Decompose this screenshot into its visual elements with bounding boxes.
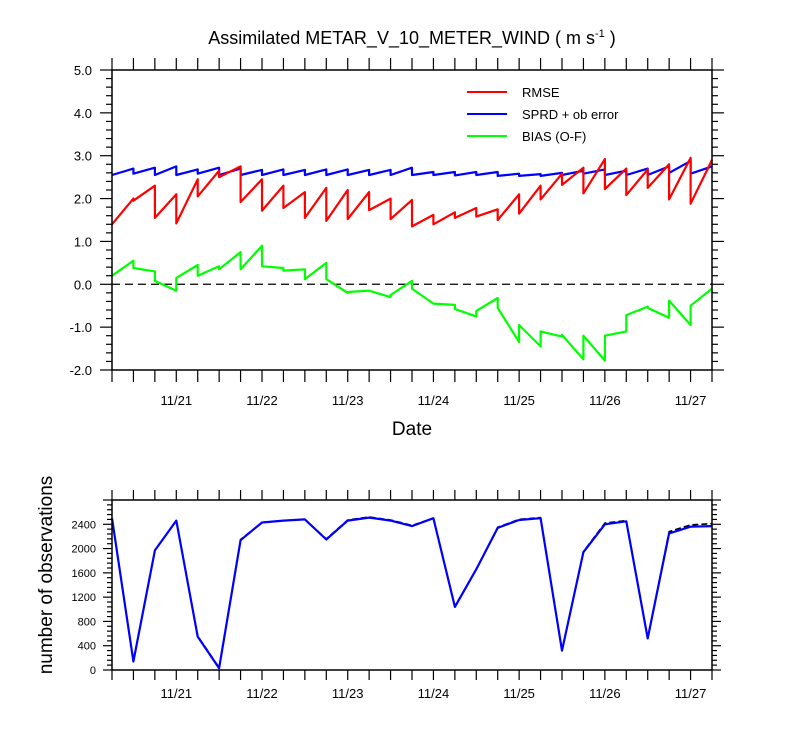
y-tick-label: 0 <box>90 665 96 677</box>
y-tick-label: -2.0 <box>70 363 92 378</box>
bottom-plot-frame <box>111 499 713 671</box>
bottom-chart: 11/21 11/22 11/23 11/24 11/25 11/26 11/27 0 400 8… <box>36 476 721 701</box>
y-tick-label: 800 <box>78 616 96 628</box>
y-tick-label: 2000 <box>72 544 96 556</box>
x-tick-label: 11/26 <box>589 393 621 408</box>
chart-title: Assimilated METAR_V_10_METER_WIND ( m s-… <box>208 28 616 49</box>
y-tick-label: -1.0 <box>70 320 92 335</box>
y-tick-label: 2.0 <box>74 192 92 207</box>
y-tick-label: 1200 <box>72 592 96 604</box>
x-tick-label: 11/21 <box>160 393 192 408</box>
y-tick-label: 400 <box>78 641 96 653</box>
x-tick-label: 11/25 <box>503 393 535 408</box>
legend-label: RMSE <box>522 85 560 100</box>
series-line-bias-o-f <box>111 244 713 362</box>
x-tick-label: 11/23 <box>332 393 364 408</box>
y-tick-label: 0.0 <box>74 277 92 292</box>
x-tick-label: 11/22 <box>246 393 278 408</box>
legend-label: SPRD + ob error <box>522 107 619 122</box>
legend-label: BIAS (O-F) <box>522 129 586 144</box>
y-tick-label: 5.0 <box>74 63 92 78</box>
series-line-rmse <box>111 156 713 228</box>
x-tick-label: 11/22 <box>246 686 278 701</box>
y-tick-label: 1.0 <box>74 234 92 249</box>
x-tick-label: 11/24 <box>418 686 450 701</box>
x-tick-label: 11/27 <box>675 393 707 408</box>
x-tick-label: 11/23 <box>332 686 364 701</box>
y-tick-label: 3.0 <box>74 149 92 164</box>
series-line-observations-assimilated <box>110 516 713 670</box>
series-line-observations-possible <box>111 516 713 669</box>
top-plot-frame <box>111 69 713 371</box>
y-tick-label: 4.0 <box>74 106 92 121</box>
y-tick-label: 2400 <box>72 519 96 531</box>
x-tick-label: 11/26 <box>589 686 621 701</box>
x-tick-label: 11/24 <box>418 393 450 408</box>
x-axis-label: Date <box>392 419 432 440</box>
y-tick-label: 1600 <box>72 568 96 580</box>
x-tick-label: 11/25 <box>503 686 535 701</box>
x-tick-label: 11/27 <box>675 686 707 701</box>
x-tick-label: 11/21 <box>160 686 192 701</box>
y-axis-label: number of observations <box>36 476 57 675</box>
top-chart: Assimilated METAR_V_10_METER_WIND ( m s-… <box>70 28 724 440</box>
